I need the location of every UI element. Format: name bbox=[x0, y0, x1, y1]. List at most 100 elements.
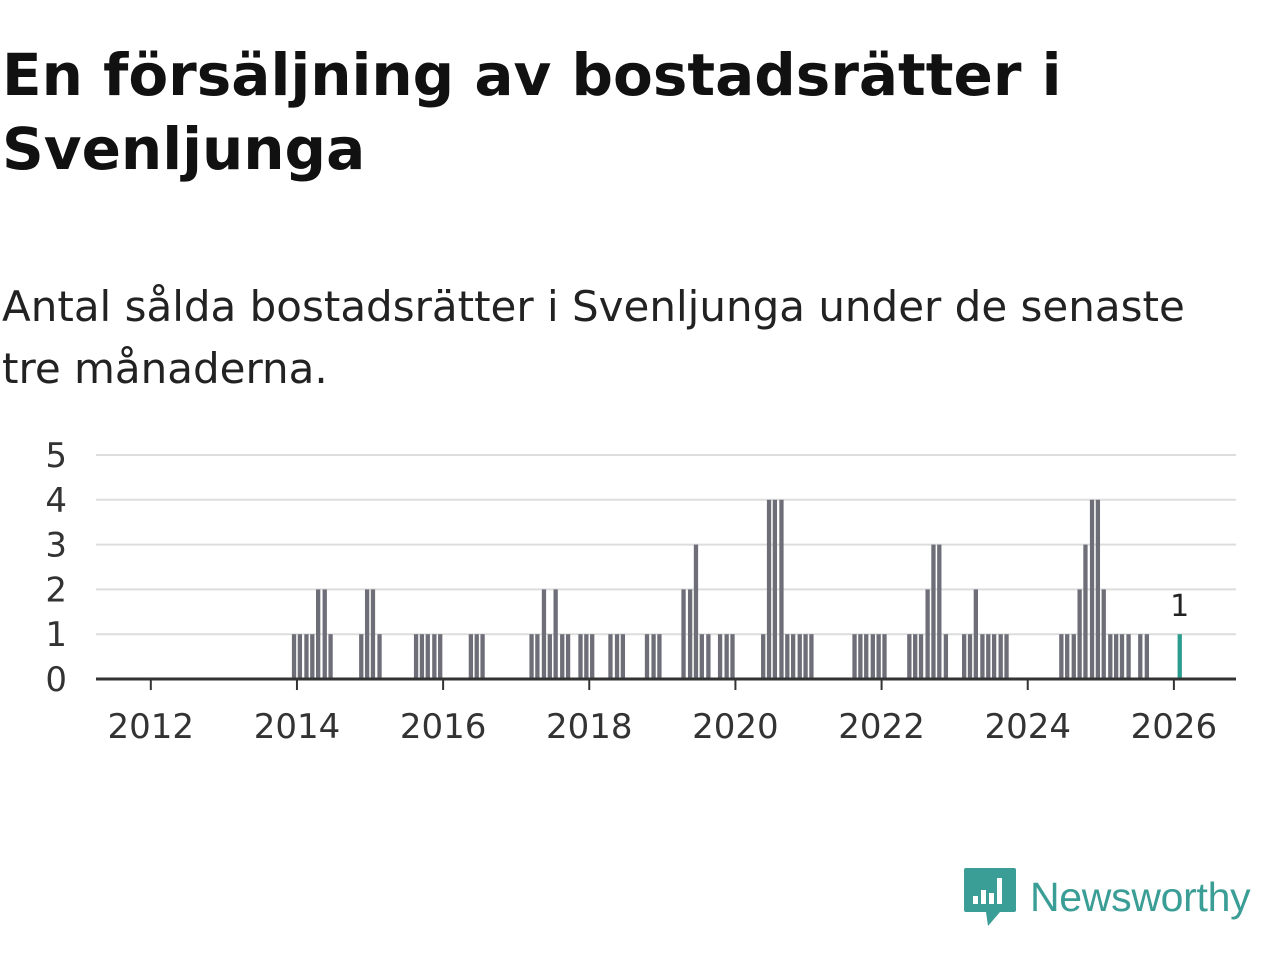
bar bbox=[766, 499, 772, 679]
bar bbox=[706, 634, 711, 679]
bar bbox=[529, 634, 534, 679]
bar bbox=[297, 634, 303, 679]
bar bbox=[986, 634, 991, 679]
bar bbox=[761, 634, 766, 679]
bar bbox=[425, 634, 430, 679]
bar bbox=[937, 544, 942, 679]
y-tick-label: 3 bbox=[45, 526, 67, 566]
bar bbox=[541, 589, 547, 679]
bar bbox=[480, 634, 485, 679]
bar bbox=[772, 499, 778, 679]
bar bbox=[364, 589, 370, 679]
bar bbox=[1089, 499, 1095, 679]
bar bbox=[620, 634, 626, 679]
bar bbox=[693, 544, 699, 679]
bar bbox=[1126, 634, 1131, 679]
bars bbox=[291, 499, 1182, 679]
bar bbox=[590, 634, 595, 679]
bar bbox=[918, 634, 924, 679]
bar bbox=[1114, 634, 1119, 679]
bar bbox=[791, 634, 796, 679]
bar bbox=[730, 634, 735, 679]
bar bbox=[1119, 634, 1125, 679]
bar bbox=[535, 634, 540, 679]
bar bbox=[1059, 634, 1064, 679]
bar bbox=[973, 589, 978, 679]
brand-name: Newsworthy bbox=[1030, 873, 1251, 920]
bar bbox=[852, 634, 857, 679]
bar bbox=[468, 634, 474, 679]
brand-logo: Newsworthy bbox=[962, 864, 1276, 930]
bar bbox=[797, 634, 802, 679]
bar bbox=[907, 634, 912, 679]
bar bbox=[560, 634, 565, 679]
bar bbox=[1071, 634, 1076, 679]
bar bbox=[377, 634, 382, 679]
bar bbox=[803, 634, 808, 679]
bar bbox=[304, 634, 309, 679]
x-tick-label: 2018 bbox=[546, 707, 633, 747]
grid-lines bbox=[96, 454, 1236, 636]
bar bbox=[1065, 634, 1070, 679]
x-tick-label: 2012 bbox=[108, 707, 195, 747]
newsworthy-logo-icon bbox=[964, 868, 1016, 926]
bar bbox=[608, 634, 613, 679]
x-tick-label: 2026 bbox=[1131, 707, 1218, 747]
bar bbox=[657, 634, 662, 679]
bar bbox=[438, 634, 443, 679]
bar bbox=[809, 634, 814, 679]
bar bbox=[858, 634, 863, 679]
bar bbox=[651, 634, 656, 679]
y-tick-label: 0 bbox=[45, 660, 67, 700]
data-label: 1 bbox=[1170, 589, 1189, 624]
bar bbox=[1138, 634, 1143, 679]
bar bbox=[717, 634, 723, 679]
bar bbox=[882, 634, 887, 679]
x-tick-label: 2020 bbox=[692, 707, 779, 747]
bar bbox=[310, 634, 315, 679]
bar bbox=[1101, 589, 1106, 679]
bar bbox=[967, 634, 973, 679]
y-tick-label: 4 bbox=[45, 481, 67, 521]
bar bbox=[565, 634, 571, 679]
bar bbox=[962, 634, 967, 679]
bar bbox=[291, 634, 297, 679]
bar bbox=[724, 634, 729, 679]
bar bbox=[432, 634, 437, 679]
x-tick-label: 2022 bbox=[838, 707, 925, 747]
bar bbox=[644, 634, 650, 679]
bar bbox=[547, 634, 552, 679]
y-tick-label: 2 bbox=[45, 570, 67, 610]
bar bbox=[359, 634, 364, 679]
bar bbox=[687, 589, 693, 679]
bar bbox=[681, 589, 686, 679]
bar bbox=[913, 634, 918, 679]
bar bbox=[474, 634, 479, 679]
bar bbox=[578, 634, 583, 679]
bar bbox=[584, 634, 589, 679]
bar bbox=[1004, 634, 1009, 679]
bar bbox=[980, 634, 985, 679]
bar bbox=[614, 634, 620, 679]
bar bbox=[328, 634, 333, 679]
bar bbox=[779, 499, 784, 679]
bar bbox=[991, 634, 997, 679]
annotations: 1 bbox=[1170, 589, 1189, 624]
x-tick-label: 2024 bbox=[984, 707, 1071, 747]
bar bbox=[419, 634, 425, 679]
bar bbox=[1095, 499, 1101, 679]
bar bbox=[785, 634, 790, 679]
bar bbox=[553, 589, 558, 679]
bar bbox=[316, 589, 321, 679]
bar bbox=[699, 634, 704, 679]
bar bbox=[413, 634, 419, 679]
bar bbox=[1077, 589, 1082, 679]
x-tick-label: 2014 bbox=[254, 707, 341, 747]
x-tick-label: 2016 bbox=[400, 707, 487, 747]
bar bbox=[870, 634, 875, 679]
bar bbox=[864, 634, 869, 679]
bar-latest bbox=[1177, 634, 1182, 679]
page-title: En försäljning av bostadsrätter i Svenlj… bbox=[2, 41, 1062, 183]
